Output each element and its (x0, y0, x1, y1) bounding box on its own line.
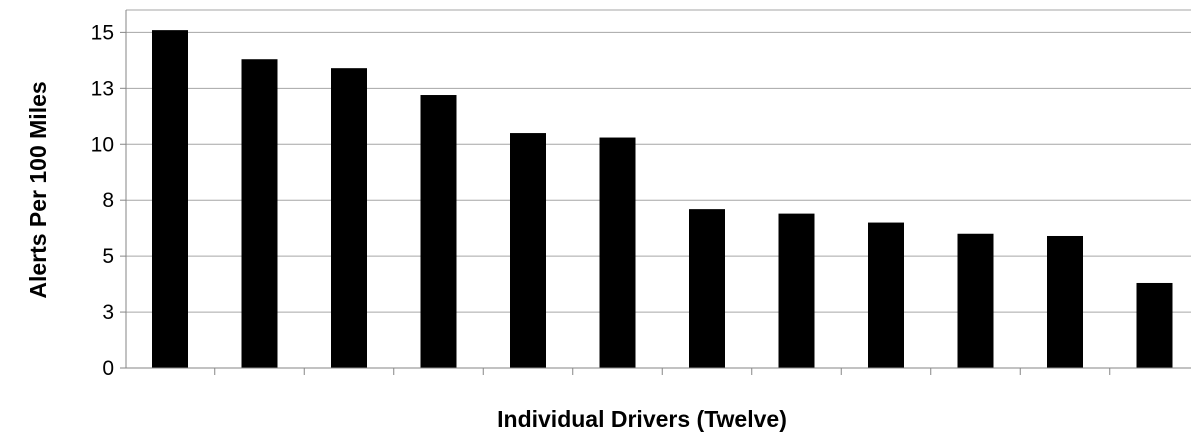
bar (1136, 282, 1173, 368)
y-tick-label: 13 (91, 77, 114, 100)
bar (152, 30, 188, 368)
bar (868, 222, 904, 368)
bar (241, 59, 278, 368)
bars (152, 30, 1173, 369)
axes (120, 10, 1191, 375)
gridlines (126, 9, 1191, 313)
y-tick-label: 15 (91, 21, 114, 44)
y-tick-label: 3 (102, 301, 114, 324)
bar (331, 68, 367, 369)
x-axis-title: Individual Drivers (Twelve) (497, 406, 787, 432)
bar (420, 95, 457, 369)
y-tick-label: 0 (102, 357, 114, 380)
bar (599, 137, 636, 368)
tick-labels: 0 3 5 8 10 13 15 (91, 21, 114, 380)
y-tick-label: 10 (91, 133, 114, 156)
bar (957, 233, 994, 368)
bar (778, 213, 815, 368)
y-tick-label: 8 (102, 189, 114, 212)
y-tick-label: 5 (102, 245, 114, 268)
bar (1047, 235, 1083, 368)
y-axis-title: Alerts Per 100 Miles (25, 81, 51, 298)
bar (689, 209, 725, 368)
bar (510, 133, 546, 368)
